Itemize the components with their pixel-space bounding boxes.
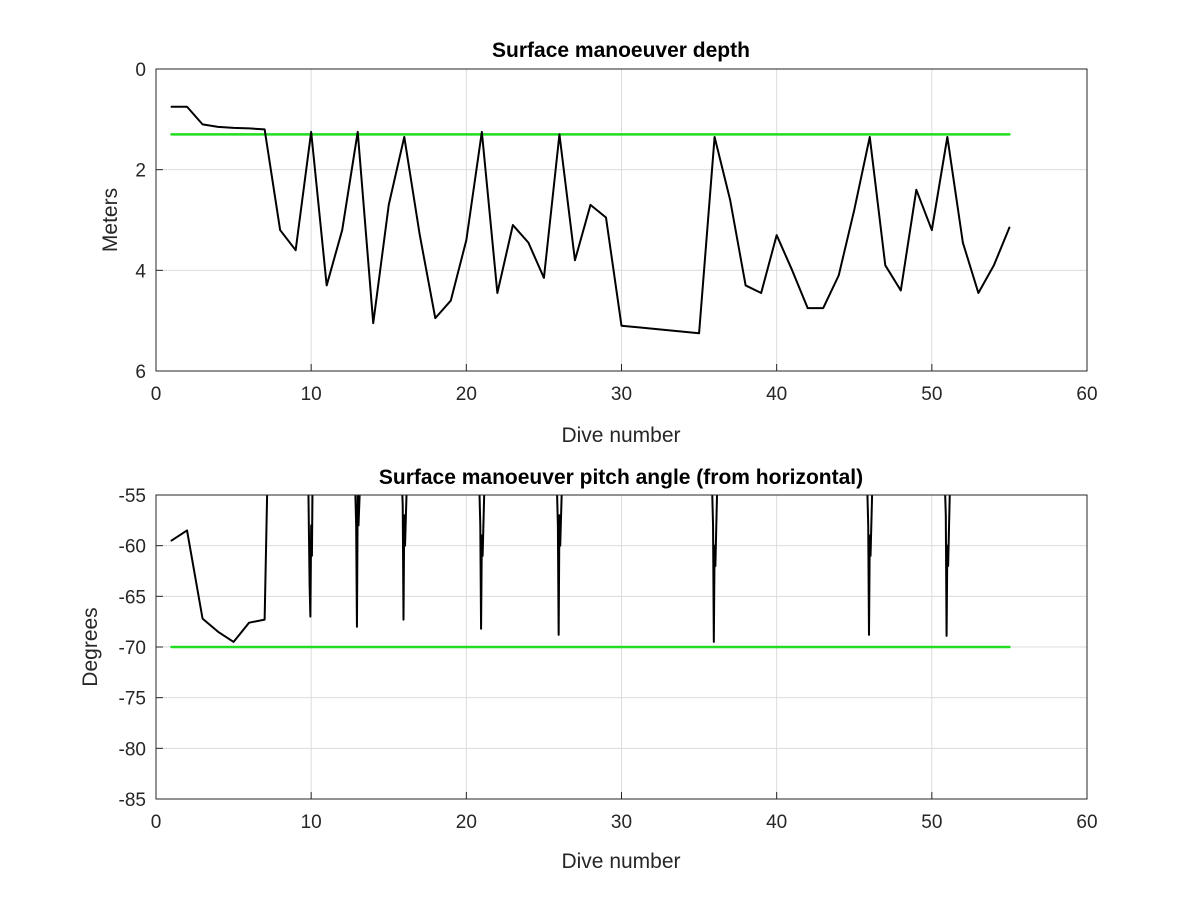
depth-chart-title: Surface manoeuver depth [492, 39, 750, 62]
pitch-x-tick-label: 40 [766, 812, 787, 833]
pitch-y-tick-label: -55 [119, 486, 146, 507]
depth-y-tick-label: 0 [135, 60, 146, 81]
depth-x-tick-label: 0 [151, 384, 162, 405]
depth-y-tick-label: 6 [135, 362, 146, 383]
pitch-y-tick-label: -80 [119, 739, 146, 760]
pitch-x-tick-label: 60 [1076, 812, 1097, 833]
pitch-axes-frame [155, 494, 1088, 800]
pitch-y-tick-label: -75 [119, 689, 146, 710]
pitch-x-axis-label: Dive number [561, 850, 680, 873]
pitch-y-tick-label: -65 [119, 587, 146, 608]
depth-y-tick-label: 2 [135, 161, 146, 182]
pitch-y-tick-label: -70 [119, 638, 146, 659]
depth-y-axis-label: Meters [99, 188, 122, 252]
pitch-series [170, 495, 1011, 649]
pitch-ticks: 0 10 20 30 40 50 60 -55 -60 -65 -70 -75 -80 -85 [119, 486, 1098, 833]
depth-x-tick-label: 40 [766, 384, 787, 405]
pitch-x-tick-label: 20 [456, 812, 477, 833]
pitch-y-axis-label: Degrees [79, 607, 102, 686]
depth-axes-frame [155, 68, 1088, 372]
depth-data-line [170, 105, 1011, 335]
depth-x-tick-label: 10 [301, 384, 322, 405]
depth-chart: 0 10 20 30 40 50 60 0 2 4 6 Surface manoeuver dept… [99, 39, 1098, 447]
depth-ticks: 0 10 20 30 40 50 60 0 2 4 6 [135, 60, 1097, 405]
pitch-x-tick-label: 30 [611, 812, 632, 833]
pitch-x-tick-label: 10 [301, 812, 322, 833]
pitch-x-tick-label: 50 [921, 812, 942, 833]
depth-series [170, 105, 1011, 335]
depth-x-tick-label: 50 [921, 384, 942, 405]
pitch-y-tick-label: -85 [119, 790, 146, 811]
pitch-y-tick-label: -60 [119, 537, 146, 558]
depth-x-axis-label: Dive number [561, 424, 680, 447]
pitch-chart-title: Surface manoeuver pitch angle (from hori… [379, 466, 863, 489]
depth-x-tick-label: 30 [611, 384, 632, 405]
pitch-chart: 0 10 20 30 40 50 60 -55 -60 -65 -70 -75 -80 -85 Surfa… [79, 466, 1098, 873]
pitch-x-tick-label: 0 [151, 812, 162, 833]
depth-y-tick-label: 4 [135, 261, 146, 282]
depth-x-tick-label: 60 [1076, 384, 1097, 405]
depth-x-tick-label: 20 [456, 384, 477, 405]
pitch-data-line [170, 495, 951, 643]
